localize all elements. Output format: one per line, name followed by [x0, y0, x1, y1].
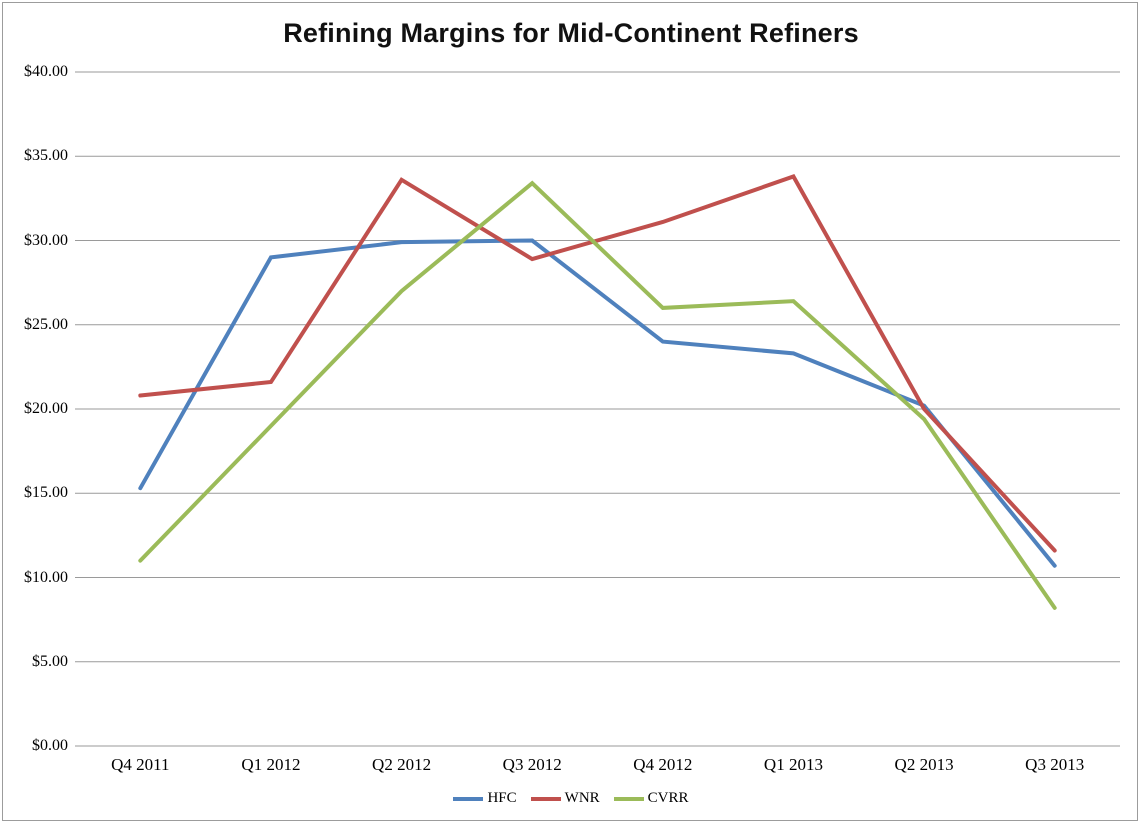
x-axis-tick-label: Q4 2012	[633, 755, 693, 774]
series-line-hfc	[138, 238, 1057, 568]
series-line-cvrr	[138, 180, 1057, 610]
x-axis-tick-label: Q3 2013	[1025, 755, 1085, 774]
cvrr-line-swatch-icon	[613, 796, 644, 801]
y-axis-tick-label: $10.00	[24, 568, 68, 586]
legend: HFC WNR CVRR	[0, 790, 1142, 807]
y-axis-tick-label: $15.00	[24, 484, 68, 502]
y-axis-tick-label: $25.00	[24, 315, 68, 333]
legend-label: CVRR	[647, 790, 689, 806]
legend-item-wnr: WNR	[530, 790, 600, 807]
x-axis-tick-label: Q2 2012	[372, 755, 432, 774]
legend-item-hfc: HFC	[453, 790, 517, 807]
hfc-line-swatch-icon	[453, 796, 484, 801]
legend-label: WNR	[564, 790, 600, 806]
y-axis-tick-label: $35.00	[24, 147, 68, 165]
y-axis-tick-label: $0.00	[32, 737, 68, 754]
series-line-wnr	[138, 174, 1057, 553]
legend-item-cvrr: CVRR	[613, 790, 689, 807]
wnr-line-swatch-icon	[530, 796, 561, 801]
y-axis-tick-label: $5.00	[32, 652, 68, 670]
y-axis-tick-label: $40.00	[24, 63, 68, 80]
x-axis-tick-label: Q3 2012	[502, 755, 562, 774]
chart-title: Refining Margins for Mid-Continent Refin…	[283, 18, 859, 48]
x-axis-tick-label: Q1 2013	[763, 755, 823, 774]
x-axis-labels: Q4 2011 Q1 2012 Q2 2012 Q3 2012 Q4 2012 …	[75, 755, 1120, 775]
x-axis-tick-label: Q2 2013	[894, 755, 954, 774]
x-axis-tick-label: Q4 2011	[111, 755, 170, 774]
x-axis-tick-label: Q1 2012	[241, 755, 301, 774]
legend-label: HFC	[487, 790, 517, 806]
y-axis-tick-label: $20.00	[24, 400, 68, 417]
y-axis-tick-label: $30.00	[24, 231, 68, 249]
